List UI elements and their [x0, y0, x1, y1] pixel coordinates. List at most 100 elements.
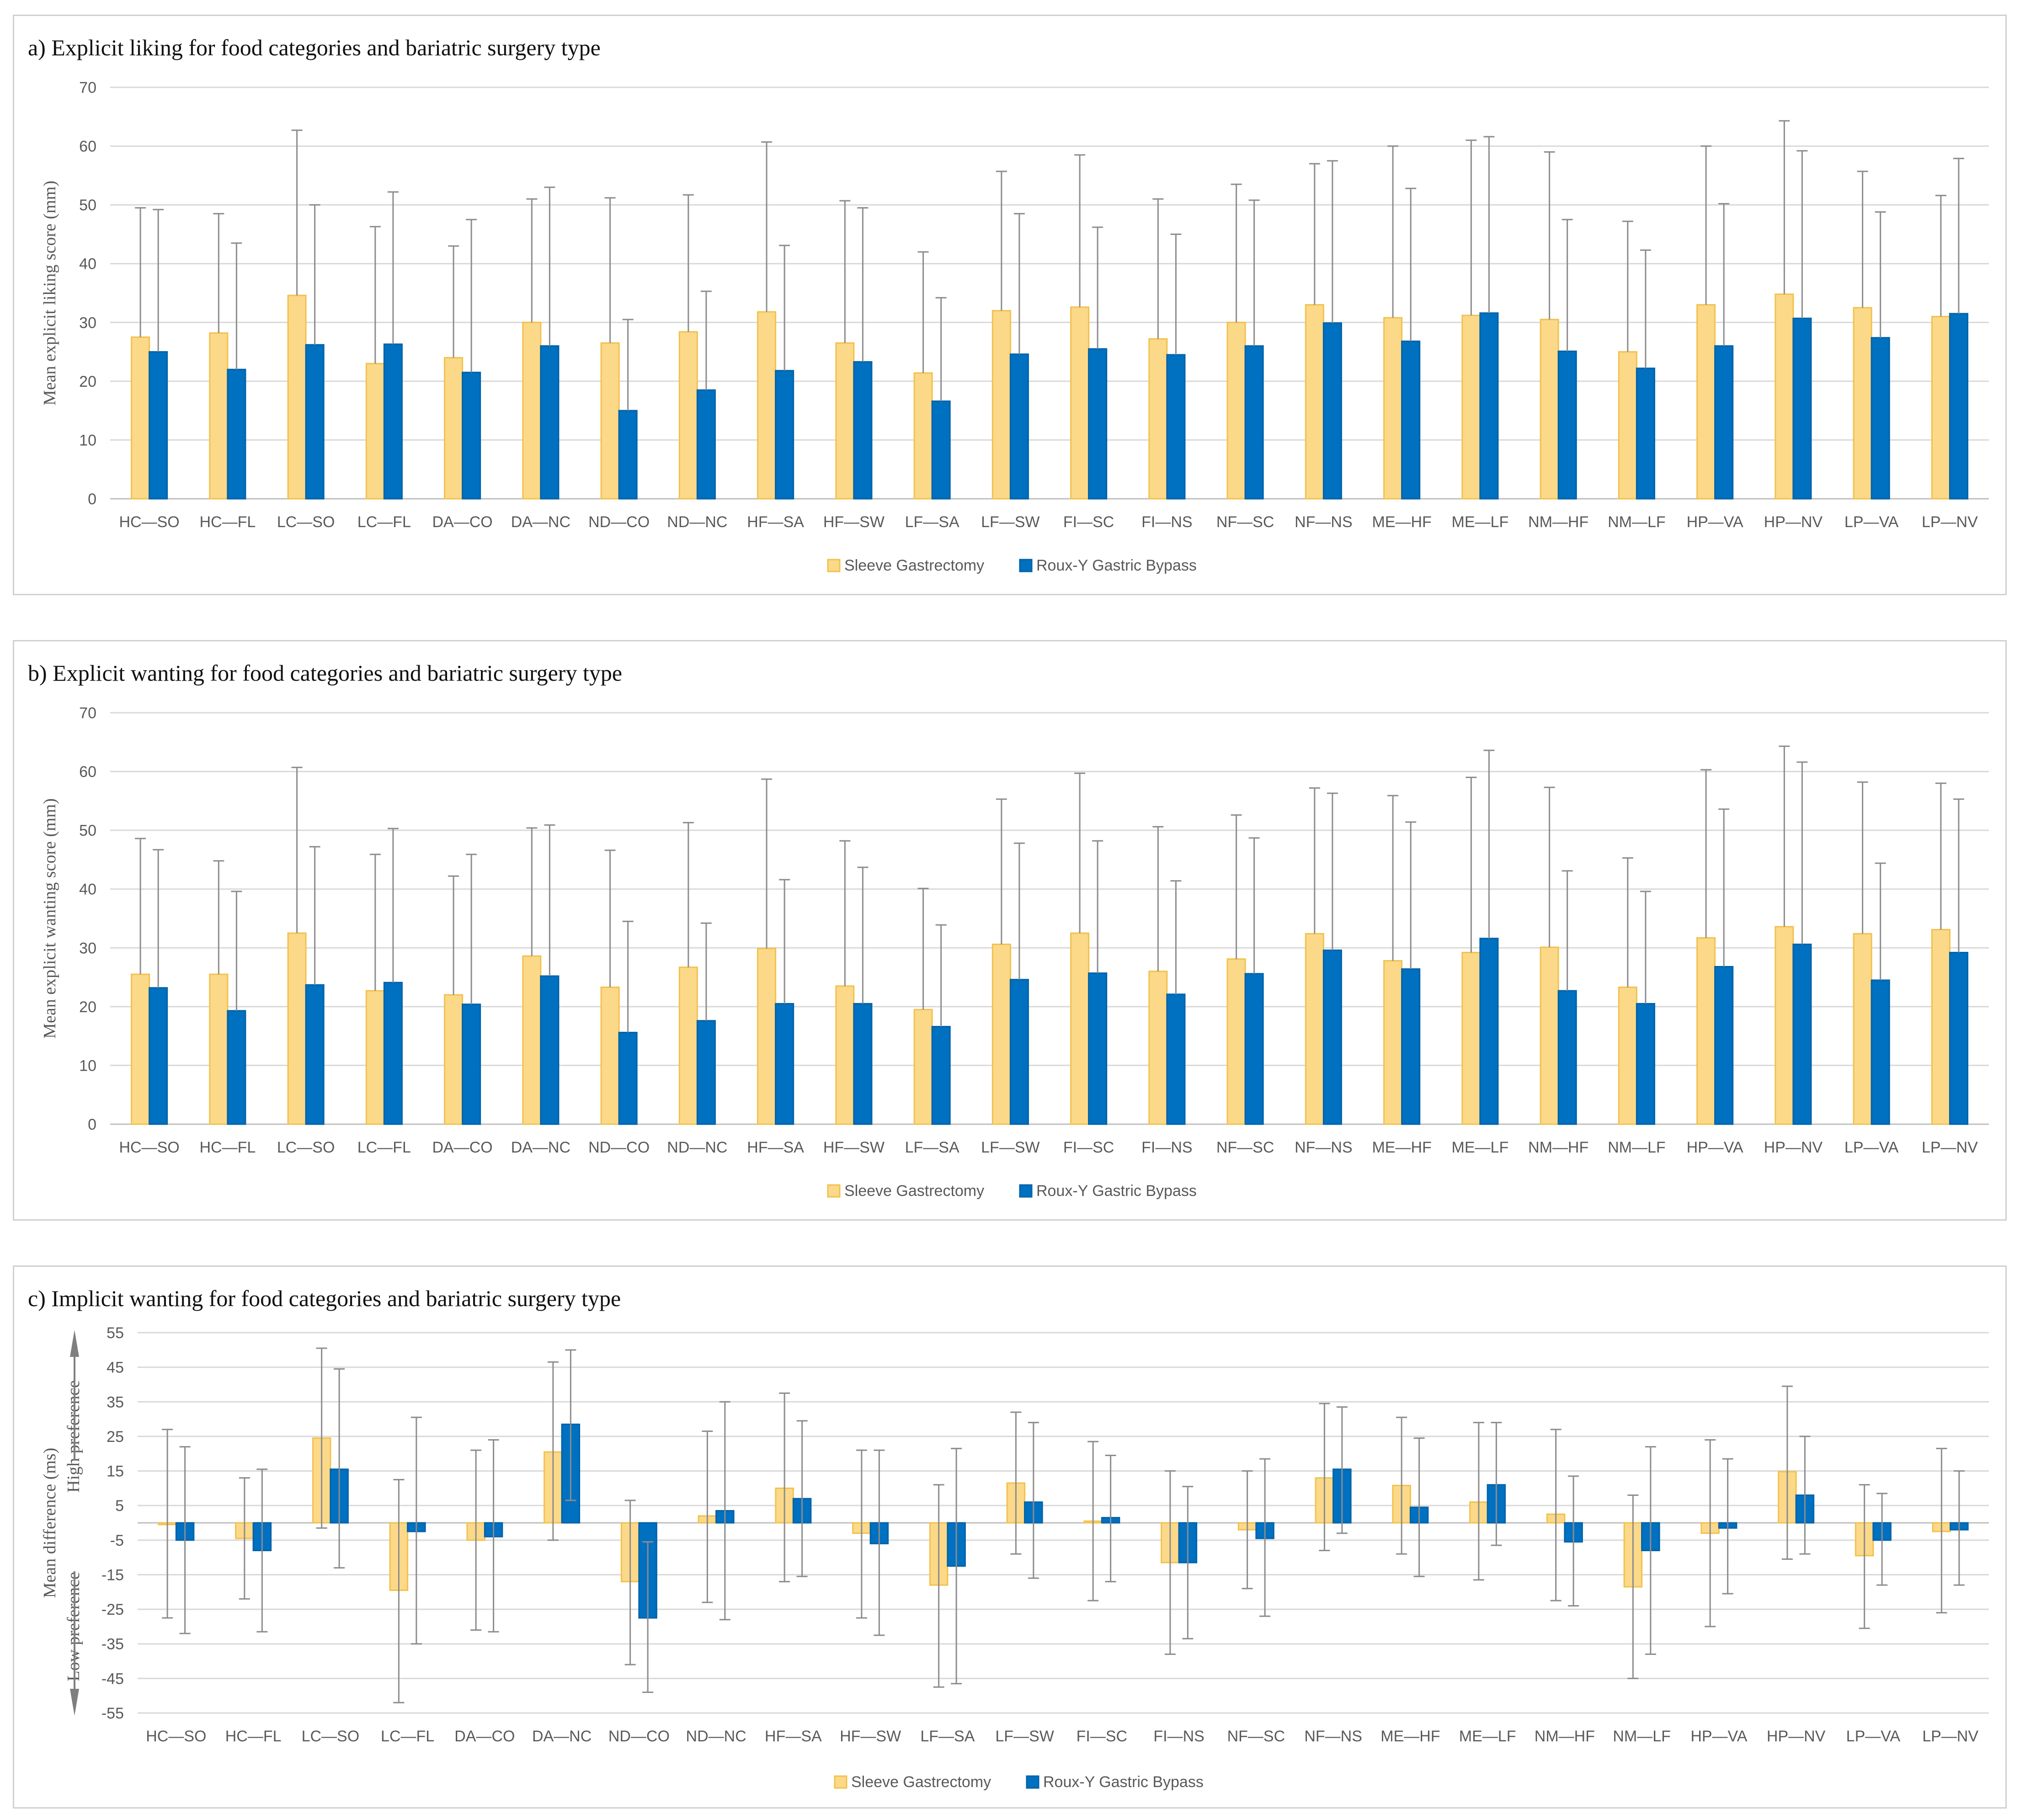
x-tick-label: ME—HF [1372, 1139, 1431, 1156]
x-tick-label: DA—CO [432, 513, 493, 531]
bar-sleeve-gastrectomy [1618, 986, 1637, 1125]
x-tick-label: DA—CO [454, 1728, 515, 1745]
bar-sleeve-gastrectomy [131, 973, 150, 1125]
x-tick-label: DA—NC [532, 1728, 592, 1745]
x-tick-label: LP—VA [1844, 1139, 1899, 1156]
bar-sleeve-gastrectomy [1461, 315, 1481, 500]
bar-roux-y-gastric-bypass [1009, 353, 1029, 500]
bar-sleeve-gastrectomy [1070, 306, 1090, 500]
y-tick-label: 30 [79, 314, 96, 331]
x-tick-label: HF—SA [747, 513, 804, 531]
bar-roux-y-gastric-bypass [853, 361, 873, 500]
bar-roux-y-gastric-bypass [775, 370, 794, 500]
bar-roux-y-gastric-bypass [1949, 952, 1968, 1125]
legend-label-sleeve-gastrectomy: Sleeve Gastrectomy [844, 1182, 984, 1200]
bar-roux-y-gastric-bypass [775, 1003, 794, 1125]
bar-roux-y-gastric-bypass [383, 343, 403, 500]
y-tick-label: -35 [101, 1636, 124, 1653]
x-tick-label: ND—NC [667, 1139, 727, 1156]
y-tick-label: 35 [107, 1393, 124, 1411]
bar-roux-y-gastric-bypass [618, 410, 638, 500]
x-tick-label: LF—SW [981, 513, 1039, 531]
bar-roux-y-gastric-bypass [1166, 993, 1186, 1125]
bar-sleeve-gastrectomy [287, 294, 307, 500]
bar-sleeve-gastrectomy [757, 948, 777, 1125]
x-tick-label: LP—NV [1922, 513, 1978, 531]
bar-sleeve-gastrectomy [1226, 321, 1246, 500]
x-tick-label: HP—NV [1767, 1728, 1826, 1745]
legend-label-roux-y-gastric-bypass: Roux-Y Gastric Bypass [1043, 1773, 1204, 1791]
y-tick-label: 5 [115, 1497, 124, 1515]
x-tick-label: HF—SA [765, 1728, 822, 1745]
x-tick-label: NM—LF [1608, 1139, 1666, 1156]
bar-roux-y-gastric-bypass [1792, 944, 1812, 1125]
bar-sleeve-gastrectomy [287, 932, 307, 1125]
x-tick-label: ND—CO [588, 1139, 650, 1156]
x-tick-label: FI—SC [1063, 513, 1114, 531]
up-arrow-icon [70, 1330, 79, 1357]
bar-sleeve-gastrectomy [913, 1009, 933, 1125]
legend-swatch-roux-y-gastric-bypass [1019, 559, 1033, 572]
x-tick-label: HC—SO [146, 1728, 206, 1745]
y-tick-label: 60 [79, 138, 96, 155]
x-tick-label: LP—NV [1922, 1139, 1978, 1156]
bar-roux-y-gastric-bypass [149, 987, 168, 1125]
bar-roux-y-gastric-bypass [1088, 348, 1108, 500]
bar-roux-y-gastric-bypass [1479, 312, 1499, 500]
bar-roux-y-gastric-bypass [305, 344, 325, 500]
bar-sleeve-gastrectomy [1305, 933, 1324, 1125]
y-axis-title: Mean difference (ms) [40, 1448, 59, 1598]
x-tick-label: ND—NC [686, 1728, 746, 1745]
bar-sleeve-gastrectomy [1775, 294, 1794, 500]
x-tick-label: HC—SO [119, 1139, 180, 1156]
bar-roux-y-gastric-bypass [1557, 350, 1577, 500]
chart-title: a) Explicit liking for food categories a… [28, 35, 601, 60]
chart-panel-c: c) Implicit wanting for food categories … [13, 1265, 2007, 1809]
x-tick-label: ME—LF [1452, 513, 1509, 531]
bar-sleeve-gastrectomy [600, 986, 620, 1125]
x-tick-label: HP—NV [1764, 1139, 1823, 1156]
bar-sleeve-gastrectomy [1540, 946, 1559, 1125]
legend-swatch-sleeve-gastrectomy [827, 559, 841, 572]
bar-roux-y-gastric-bypass [383, 982, 403, 1125]
bar-sleeve-gastrectomy [444, 994, 464, 1125]
x-tick-label: HP—VA [1690, 1728, 1747, 1745]
x-tick-label: FI—NS [1153, 1728, 1204, 1745]
bar-sleeve-gastrectomy [1148, 971, 1168, 1125]
bar-roux-y-gastric-bypass [1871, 337, 1890, 500]
bar-roux-y-gastric-bypass [931, 400, 951, 500]
y-axis-title: Mean explicit liking score (mm) [40, 181, 59, 406]
bar-roux-y-gastric-bypass [1949, 313, 1968, 500]
bar-sleeve-gastrectomy [1305, 304, 1324, 500]
bar-roux-y-gastric-bypass [1479, 938, 1499, 1125]
bar-roux-y-gastric-bypass [1714, 345, 1734, 500]
legend-label-sleeve-gastrectomy: Sleeve Gastrectomy [844, 557, 984, 574]
x-tick-label: HC—SO [119, 513, 180, 531]
bar-roux-y-gastric-bypass [1636, 368, 1655, 500]
y-tick-label: 0 [88, 491, 96, 508]
x-tick-label: LF—SW [995, 1728, 1054, 1745]
legend-label-roux-y-gastric-bypass: Roux-Y Gastric Bypass [1036, 557, 1197, 574]
x-tick-label: LP—VA [1846, 1728, 1901, 1745]
chart-panel-b: b) Explicit wanting for food categories … [13, 640, 2007, 1221]
bar-roux-y-gastric-bypass [1244, 345, 1264, 500]
legend-label-roux-y-gastric-bypass: Roux-Y Gastric Bypass [1036, 1182, 1197, 1200]
bar-roux-y-gastric-bypass [1322, 322, 1342, 500]
y-tick-label: 50 [79, 197, 96, 214]
chart-panel-a: a) Explicit liking for food categories a… [13, 15, 2007, 595]
bar-sleeve-gastrectomy [444, 357, 464, 500]
y-tick-label: 20 [79, 998, 96, 1016]
bar-sleeve-gastrectomy [522, 321, 542, 500]
y-tick-label: 55 [107, 1324, 124, 1342]
y-tick-label: 20 [79, 373, 96, 390]
chart-a-svg: 0 10 20 30 40 50 60 70 HC—SO HC—FL LC—SO LC—FL DA—CO… [40, 79, 1989, 574]
bar-roux-y-gastric-bypass [1871, 979, 1890, 1125]
x-tick-label: ME—LF [1459, 1728, 1516, 1745]
bar-roux-y-gastric-bypass [1557, 990, 1577, 1125]
bar-roux-y-gastric-bypass [462, 372, 481, 500]
x-tick-label: LF—SA [905, 513, 959, 531]
x-tick-label: NM—HF [1528, 513, 1588, 531]
bar-roux-y-gastric-bypass [305, 984, 325, 1125]
y-tick-label: 10 [79, 1057, 96, 1074]
